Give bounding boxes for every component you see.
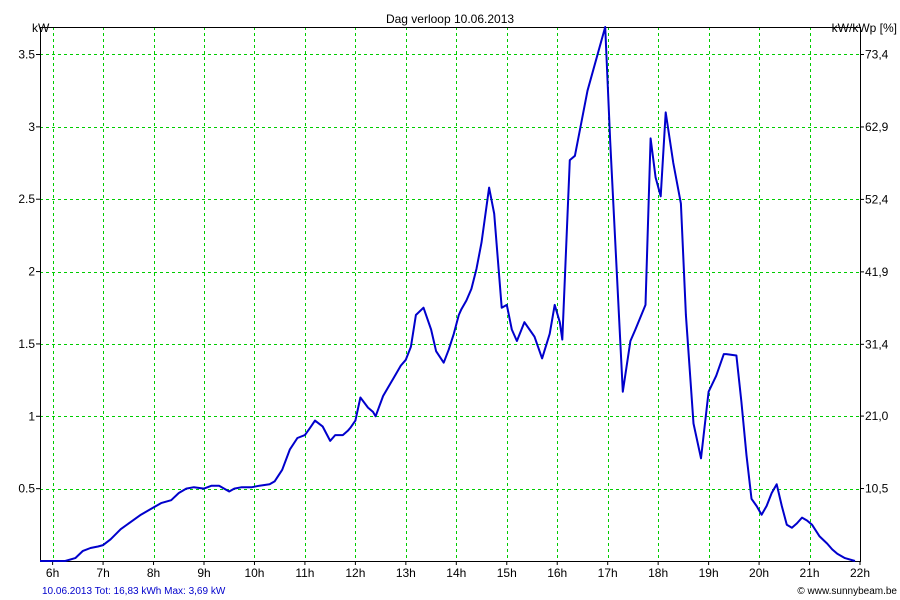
y2-axis-label: kW/kWp [%] <box>832 21 897 35</box>
y2-axis-ticks: 10,5 21,0 31,4 41,9 52,4 62,9 73,4 <box>860 47 889 496</box>
y-tick-label: 3.5 <box>18 47 35 61</box>
x-axis-ticks: 6h 7h 8h 9h 10h 11h 12h 13h 14h 15h 16h 17h 18h 19h 20… <box>46 561 870 580</box>
y2-tick-label: 41,9 <box>865 265 889 279</box>
footer-summary: 10.06.2013 Tot: 16,83 kWh Max: 3,69 kW <box>42 586 226 597</box>
x-tick-label: 15h <box>497 566 517 580</box>
x-tick-label: 18h <box>648 566 668 580</box>
y2-tick-label: 62,9 <box>865 120 889 134</box>
x-tick-label: 19h <box>699 566 719 580</box>
x-tick-label: 22h <box>850 566 870 580</box>
x-tick-label: 11h <box>295 566 314 580</box>
x-tick-label: 14h <box>446 566 466 580</box>
y-tick-label: 1 <box>28 409 35 423</box>
y2-tick-label: 52,4 <box>865 192 889 206</box>
y-axis-label: kW <box>32 21 50 35</box>
x-tick-label: 7h <box>96 566 109 580</box>
y-tick-label: 0.5 <box>18 482 35 496</box>
y2-tick-label: 10,5 <box>865 482 889 496</box>
x-tick-label: 16h <box>547 566 567 580</box>
y-tick-label: 2.5 <box>18 192 35 206</box>
y-tick-label: 2 <box>28 265 35 279</box>
x-tick-label: 9h <box>197 566 210 580</box>
plot-frame <box>40 27 861 562</box>
y2-tick-label: 31,4 <box>865 337 889 351</box>
x-tick-label: 12h <box>345 566 365 580</box>
x-tick-label: 13h <box>396 566 416 580</box>
series-line <box>40 26 856 562</box>
y-tick-label: 1.5 <box>18 337 35 351</box>
x-tick-label: 17h <box>598 566 618 580</box>
footer-copyright: © www.sunnybeam.be <box>797 586 897 597</box>
y-tick-label: 3 <box>28 120 35 134</box>
y-axis-ticks: 0.5 1 1.5 2 2.5 3 3.5 <box>18 47 40 496</box>
x-tick-label: 8h <box>147 566 160 580</box>
x-tick-label: 10h <box>244 566 264 580</box>
x-tick-label: 21h <box>800 566 820 580</box>
x-tick-label: 6h <box>46 566 59 580</box>
y2-tick-label: 21,0 <box>865 409 889 423</box>
y2-tick-label: 73,4 <box>865 47 889 61</box>
chart-title: Dag verloop 10.06.2013 <box>386 12 514 26</box>
x-tick-label: 20h <box>749 566 769 580</box>
grid <box>40 27 860 561</box>
